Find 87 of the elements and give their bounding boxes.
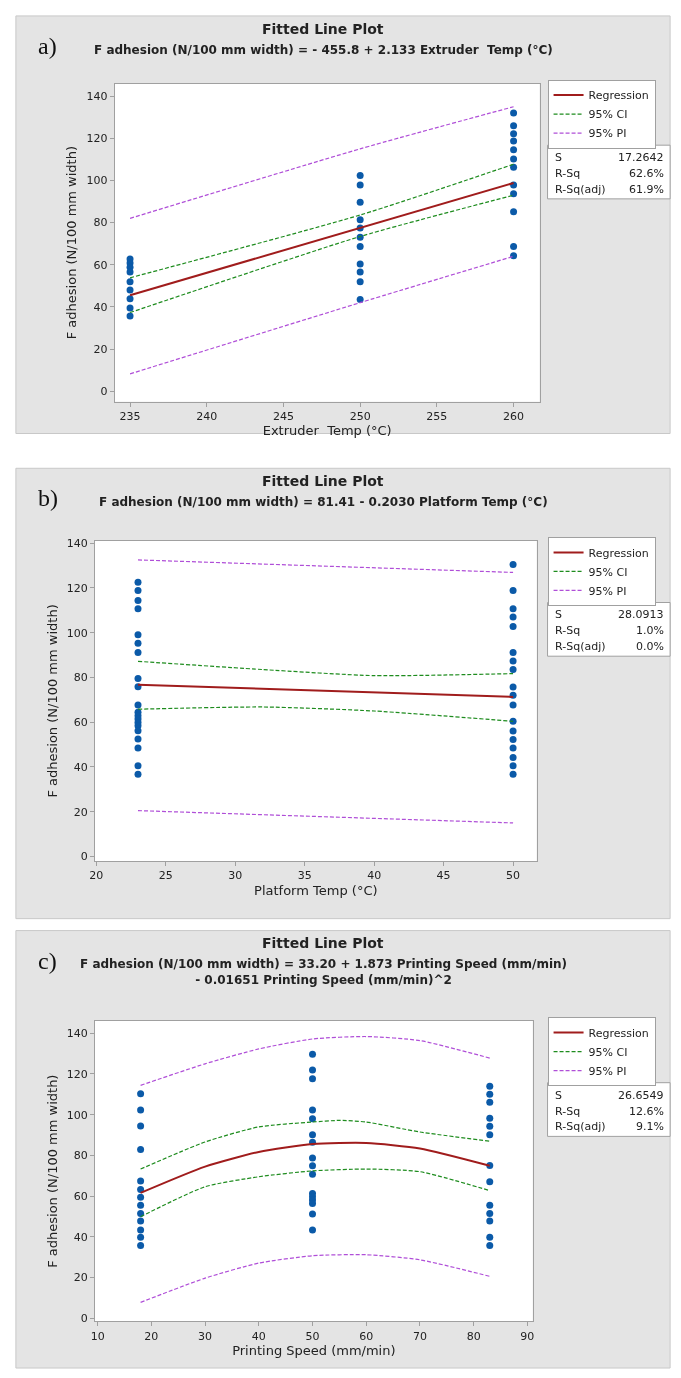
text: 62.6% [629,167,664,180]
chart-title: Fitted Line Plot [262,473,384,489]
chart-subtitle: F adhesion (N/100 mm width) = 33.20 + 1.873 Printing Speed (mm/min) - 0.01651 Printing Speed (mm/min)^2 [80,957,568,987]
x-tick-label: 40 [367,869,382,883]
x-tick-label: 80 [466,1329,481,1343]
y-tick-label: 20 [73,805,88,819]
y-tick-label: 40 [73,1230,88,1244]
x-axis-title: Printing Speed (mm/min) [232,1343,396,1359]
y-tick-label: 20 [73,1271,88,1285]
legend-label: 95% CI [588,108,628,122]
y-tick-label: 120 [66,1067,88,1081]
x-tick-label: 20 [144,1329,159,1343]
text: R-Sq [555,624,581,637]
text: 9.1% [636,1120,664,1133]
x-tick-label: 35 [297,869,312,883]
y-tick-label: 40 [73,760,88,774]
text: S [555,151,562,164]
y-tick-label: 80 [93,216,108,230]
text: R-Sq [555,1105,581,1118]
y-axis-title: F adhesion (N/100 mm width) [44,1074,60,1268]
x-tick-label: 30 [198,1329,213,1343]
x-tick-label: 255 [426,409,448,423]
y-tick-label: 140 [66,536,88,550]
x-axis-title: Platform Temp (°C) [254,882,378,898]
text: 0.0% [636,640,664,653]
legend-label: Regression [588,89,649,103]
y-tick-label: 60 [73,716,88,730]
y-tick-label: 60 [93,258,108,272]
legend-label: 95% PI [588,127,627,141]
text: R-Sq(adj) [555,1120,606,1133]
x-tick-label: 45 [436,869,451,883]
y-tick-label: 140 [86,90,108,104]
text: R-Sq [555,167,581,180]
text: 61.9% [629,183,664,196]
y-tick-label: 140 [66,1027,88,1041]
text: R-Sq(adj) [555,183,606,196]
x-tick-label: 25 [158,869,173,883]
legend-label: Regression [588,546,649,560]
x-tick-label: 250 [349,409,371,423]
y-tick-label: 100 [66,626,88,640]
x-tick-label: 70 [412,1329,427,1343]
text: a) [38,33,57,59]
x-tick-label: 235 [119,409,141,423]
y-tick-label: 0 [80,1312,88,1326]
legend-label: 95% CI [588,1045,628,1059]
y-tick-label: 60 [73,1189,88,1203]
legend-label: 95% CI [588,565,628,579]
y-axis-title: F adhesion (N/100 mm width) [64,145,80,340]
text: b) [38,485,58,511]
text: S [555,1089,562,1102]
text: S [555,608,562,621]
y-tick-label: 80 [73,1149,88,1163]
text: 17.2642 [618,151,664,164]
chart-title: Fitted Line Plot [262,935,384,951]
x-tick-label: 240 [196,409,218,423]
x-tick-label: 60 [359,1329,374,1343]
y-tick-label: 20 [93,342,108,356]
text: 12.6% [629,1105,664,1118]
x-tick-label: 245 [272,409,294,423]
y-tick-label: 0 [100,385,108,398]
y-tick-label: 40 [93,300,108,314]
text: c) [38,948,57,974]
chart-subtitle: F adhesion (N/100 mm width) = - 455.8 + 2.133 Extruder Temp (°C) [94,43,553,57]
chart-title: Fitted Line Plot [262,21,384,37]
x-tick-label: 30 [228,869,243,883]
legend-label: Regression [588,1026,649,1040]
x-tick-label: 260 [503,409,525,423]
x-tick-label: 40 [251,1329,266,1343]
text: 1.0% [636,624,664,637]
text: R-Sq(adj) [555,640,606,653]
chart-subtitle: F adhesion (N/100 mm width) = 81.41 - 0.2030 Platform Temp (°C) [99,495,548,509]
y-axis-title: F adhesion (N/100 mm width) [44,604,60,798]
y-tick-label: 120 [86,132,108,146]
y-tick-label: 100 [86,174,108,188]
legend-label: 95% PI [588,584,627,598]
y-tick-label: 80 [73,671,88,685]
x-tick-label: 50 [506,869,521,883]
x-tick-label: 50 [305,1329,320,1343]
y-tick-label: 120 [66,581,88,595]
text: 28.0913 [618,608,664,621]
x-tick-label: 90 [520,1329,535,1343]
legend-label: 95% PI [588,1064,627,1078]
y-tick-label: 100 [66,1108,88,1122]
text: 26.6549 [618,1089,664,1102]
y-tick-label: 0 [80,850,88,864]
x-tick-label: 10 [90,1329,105,1343]
x-axis-title: Extruder Temp (°C) [262,423,392,439]
